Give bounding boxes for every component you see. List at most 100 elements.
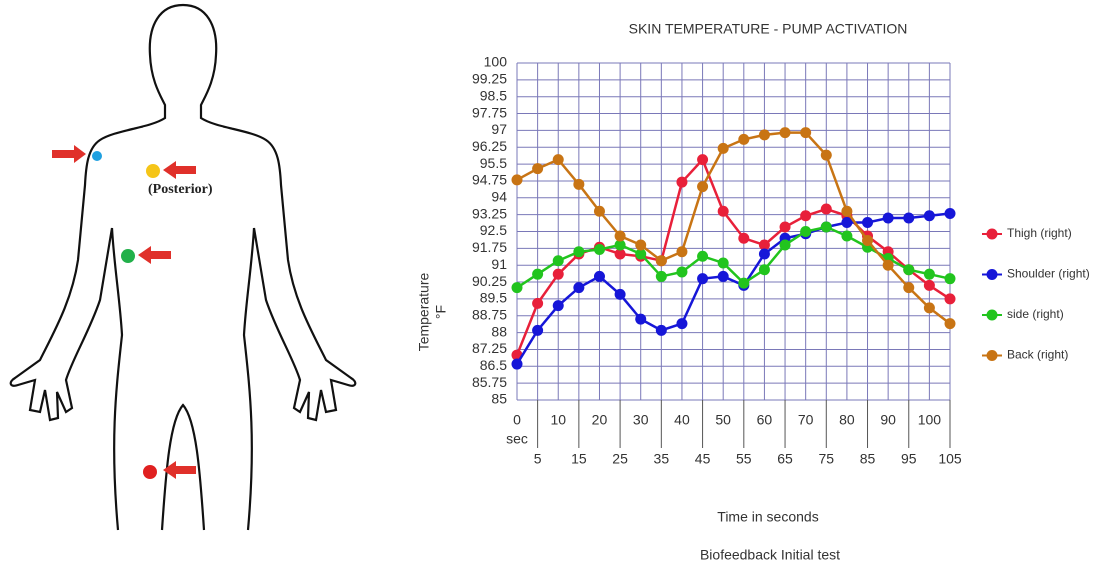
data-point xyxy=(759,248,770,259)
sensor-markers: (Posterior) xyxy=(52,145,213,479)
legend-swatch xyxy=(987,269,998,280)
chart-title: SKIN TEMPERATURE - PUMP ACTIVATION xyxy=(629,21,908,37)
x-tick-label: 60 xyxy=(757,412,773,428)
data-point xyxy=(759,264,770,275)
y-tick-label: 88 xyxy=(491,323,507,339)
legend-label: side (right) xyxy=(1007,307,1064,321)
x-tick-label: 45 xyxy=(695,451,711,467)
y-tick-label: 95.5 xyxy=(480,155,507,171)
data-point xyxy=(738,278,749,289)
data-point xyxy=(553,269,564,280)
legend-label: Shoulder (right) xyxy=(1007,267,1090,281)
data-point xyxy=(800,226,811,237)
data-point xyxy=(594,244,605,255)
x-tick-label: 65 xyxy=(777,451,793,467)
data-point xyxy=(697,251,708,262)
data-point xyxy=(821,204,832,215)
data-point xyxy=(841,206,852,217)
data-point xyxy=(718,257,729,268)
y-tick-label: 92.5 xyxy=(480,222,507,238)
data-point xyxy=(738,233,749,244)
sensor-dot xyxy=(121,249,135,263)
data-point xyxy=(718,206,729,217)
data-point xyxy=(903,282,914,293)
data-point xyxy=(945,208,956,219)
body-outline-left xyxy=(11,5,183,530)
data-point xyxy=(676,318,687,329)
data-point xyxy=(573,246,584,257)
data-point xyxy=(615,289,626,300)
x-tick-label: 95 xyxy=(901,451,917,467)
x-tick-label: 30 xyxy=(633,412,649,428)
data-point xyxy=(594,206,605,217)
data-point xyxy=(532,269,543,280)
data-point xyxy=(862,235,873,246)
data-point xyxy=(553,154,564,165)
data-point xyxy=(656,271,667,282)
data-point xyxy=(883,260,894,271)
arrow xyxy=(163,161,196,179)
y-tick-label: 97.75 xyxy=(472,104,507,120)
data-point xyxy=(924,269,935,280)
x-tick-label: 15 xyxy=(571,451,587,467)
x-tick-label: 100 xyxy=(918,412,942,428)
diagram-annotation: (Posterior) xyxy=(148,182,213,197)
legend-swatch xyxy=(987,229,998,240)
arrow xyxy=(138,246,171,264)
legend-label: Thigh (right) xyxy=(1007,226,1072,240)
data-point xyxy=(924,302,935,313)
data-point xyxy=(883,213,894,224)
data-point xyxy=(656,325,667,336)
x-tick-label: 80 xyxy=(839,412,855,428)
data-point xyxy=(615,230,626,241)
data-point xyxy=(532,163,543,174)
x-tick-label: 85 xyxy=(860,451,876,467)
y-tick-label: 94.75 xyxy=(472,172,507,188)
y-tick-label: 89.5 xyxy=(480,290,507,306)
data-point xyxy=(512,282,523,293)
y-tick-label: 99.25 xyxy=(472,71,507,87)
y-tick-label: 100 xyxy=(484,54,508,70)
data-point xyxy=(512,359,523,370)
data-point xyxy=(532,298,543,309)
y-tick-label: 90.25 xyxy=(472,273,507,289)
legend-swatch xyxy=(987,310,998,321)
y-tick-label: 96.25 xyxy=(472,138,507,154)
data-point xyxy=(903,264,914,275)
data-point xyxy=(945,293,956,304)
x-tick-label: 40 xyxy=(674,412,690,428)
data-point xyxy=(800,127,811,138)
data-point xyxy=(841,230,852,241)
body-outline-right xyxy=(183,5,355,530)
x-tick-label: 0 xyxy=(513,412,521,428)
data-point xyxy=(676,177,687,188)
data-point xyxy=(821,150,832,161)
data-point xyxy=(697,154,708,165)
data-point xyxy=(553,255,564,266)
series-line xyxy=(517,133,950,324)
y-tick-label: 91 xyxy=(491,256,507,272)
data-point xyxy=(676,246,687,257)
y-tick-label: 91.75 xyxy=(472,239,507,255)
data-point xyxy=(573,179,584,190)
data-point xyxy=(656,255,667,266)
x-axis-label: Time in seconds xyxy=(717,509,818,525)
arrow xyxy=(52,145,86,163)
y-axis-label: Temperature xyxy=(416,272,432,351)
body-diagram xyxy=(11,5,356,530)
data-point xyxy=(780,239,791,250)
data-point xyxy=(903,213,914,224)
data-point xyxy=(945,318,956,329)
data-point xyxy=(697,273,708,284)
data-point xyxy=(573,282,584,293)
y-tick-label: 98.5 xyxy=(480,87,507,103)
data-point xyxy=(635,314,646,325)
data-point xyxy=(924,280,935,291)
x-tick-label: 20 xyxy=(592,412,608,428)
y-tick-label: 93.25 xyxy=(472,205,507,221)
data-point xyxy=(800,210,811,221)
data-point xyxy=(945,273,956,284)
legend-label: Back (right) xyxy=(1007,348,1068,362)
y-tick-label: 85 xyxy=(491,391,507,407)
x-tick-label: 90 xyxy=(880,412,896,428)
